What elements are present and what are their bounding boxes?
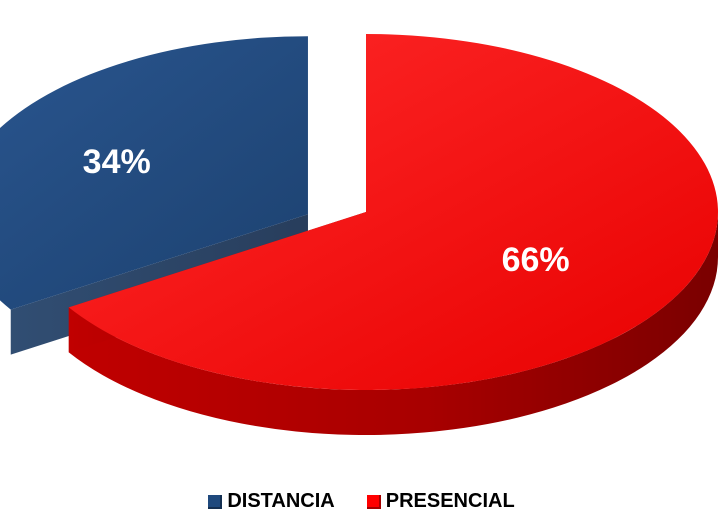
legend-item-presencial: PRESENCIAL: [366, 490, 515, 513]
data-label-distancia: 34%: [83, 143, 151, 181]
slice-side-presencial: [68, 212, 718, 435]
legend-label-presencial: PRESENCIAL: [385, 490, 515, 512]
pie-slice-presencial: [68, 34, 719, 435]
legend-item-distancia: DISTANCIA: [208, 490, 335, 513]
slice-top-presencial: [68, 34, 719, 391]
legend: DISTANCIA PRESENCIAL: [0, 490, 723, 513]
legend-swatch-presencial: [366, 494, 381, 509]
legend-swatch-distancia: [208, 494, 223, 509]
slice-top-distancia: [0, 36, 308, 310]
data-label-presencial: 66%: [502, 241, 570, 279]
pie-plot-area: 34% 66%: [0, 34, 719, 435]
legend-label-distancia: DISTANCIA: [227, 490, 335, 512]
